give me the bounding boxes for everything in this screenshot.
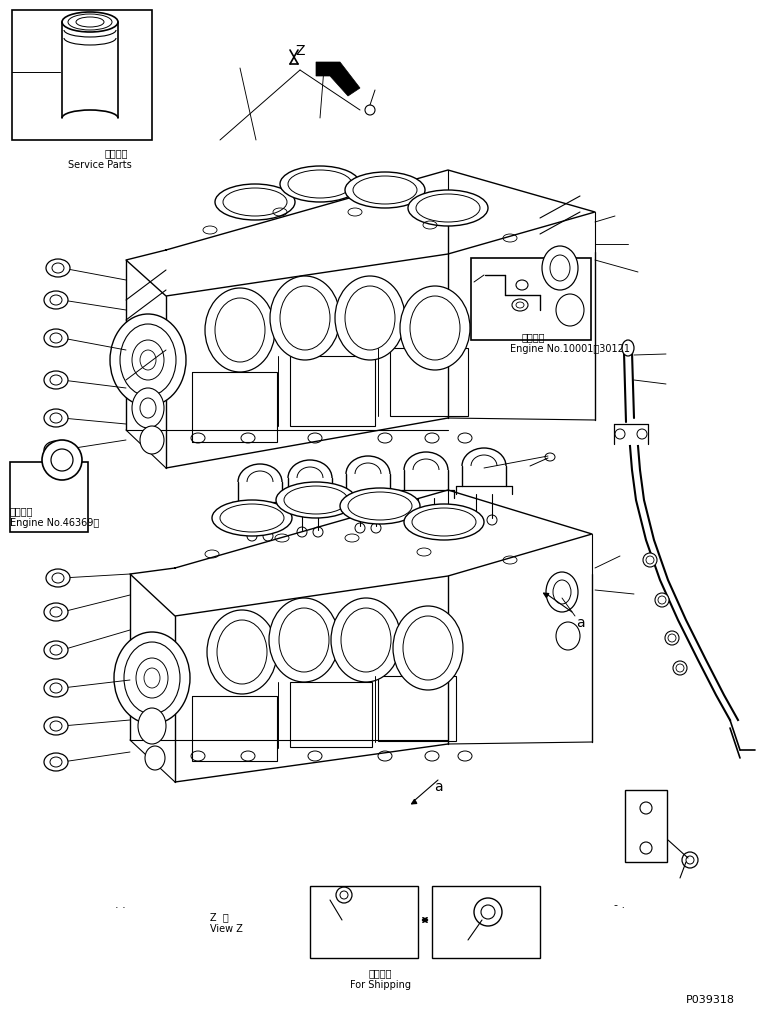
Ellipse shape <box>44 371 68 389</box>
Ellipse shape <box>393 606 463 690</box>
Ellipse shape <box>280 166 360 202</box>
Text: Engine No.46369～: Engine No.46369～ <box>10 518 99 528</box>
Bar <box>432 886 540 958</box>
Ellipse shape <box>44 603 68 621</box>
Ellipse shape <box>138 708 166 744</box>
Text: P039318: P039318 <box>686 995 734 1005</box>
Bar <box>471 258 591 340</box>
Text: Engine No.10001～30121: Engine No.10001～30121 <box>510 344 630 354</box>
Ellipse shape <box>145 746 165 770</box>
Ellipse shape <box>400 286 470 370</box>
Text: . .: . . <box>114 900 126 910</box>
Ellipse shape <box>46 569 70 587</box>
Ellipse shape <box>270 276 340 360</box>
Ellipse shape <box>42 440 82 480</box>
Bar <box>10 462 88 532</box>
Bar <box>378 676 456 741</box>
Ellipse shape <box>404 504 484 540</box>
Ellipse shape <box>345 172 425 208</box>
Text: Z  視: Z 視 <box>210 912 229 922</box>
Ellipse shape <box>44 409 68 427</box>
Ellipse shape <box>140 426 164 454</box>
Bar <box>290 682 372 747</box>
Bar <box>192 696 277 761</box>
Ellipse shape <box>44 441 68 459</box>
Ellipse shape <box>276 482 356 518</box>
Text: 運携部品: 運携部品 <box>368 968 392 978</box>
Ellipse shape <box>207 610 277 694</box>
Ellipse shape <box>622 340 634 356</box>
Ellipse shape <box>655 593 669 607</box>
Bar <box>625 790 667 862</box>
Bar <box>390 348 468 416</box>
Text: a: a <box>434 780 442 794</box>
Ellipse shape <box>269 598 339 682</box>
Ellipse shape <box>44 291 68 309</box>
Ellipse shape <box>205 288 275 372</box>
Bar <box>12 10 152 140</box>
Ellipse shape <box>132 388 164 428</box>
Ellipse shape <box>643 553 657 567</box>
Ellipse shape <box>44 753 68 771</box>
Text: Z: Z <box>295 44 305 58</box>
Ellipse shape <box>408 190 488 226</box>
Ellipse shape <box>110 314 186 406</box>
Ellipse shape <box>673 661 687 675</box>
Ellipse shape <box>44 717 68 735</box>
Ellipse shape <box>212 500 292 536</box>
Ellipse shape <box>44 641 68 659</box>
Bar <box>310 886 418 958</box>
Text: Service Parts: Service Parts <box>68 160 132 170</box>
Ellipse shape <box>331 598 401 682</box>
Ellipse shape <box>62 12 118 32</box>
Ellipse shape <box>114 632 190 724</box>
Ellipse shape <box>335 276 405 360</box>
Bar <box>192 372 277 442</box>
Ellipse shape <box>340 488 420 524</box>
Text: View Z: View Z <box>210 924 243 934</box>
Text: 適用号挡: 適用号挡 <box>522 332 546 342</box>
Ellipse shape <box>46 259 70 277</box>
Text: For Shipping: For Shipping <box>350 980 410 989</box>
Ellipse shape <box>542 246 578 290</box>
Ellipse shape <box>215 184 295 220</box>
Text: 補給専用: 補給専用 <box>105 148 129 158</box>
Ellipse shape <box>665 631 679 645</box>
Text: 適用号挡: 適用号挡 <box>10 506 33 516</box>
Text: a: a <box>575 616 584 630</box>
Polygon shape <box>316 62 360 96</box>
Ellipse shape <box>546 572 578 612</box>
Bar <box>290 356 375 426</box>
Ellipse shape <box>44 679 68 697</box>
Ellipse shape <box>44 329 68 347</box>
Text: - .: - . <box>615 900 625 910</box>
